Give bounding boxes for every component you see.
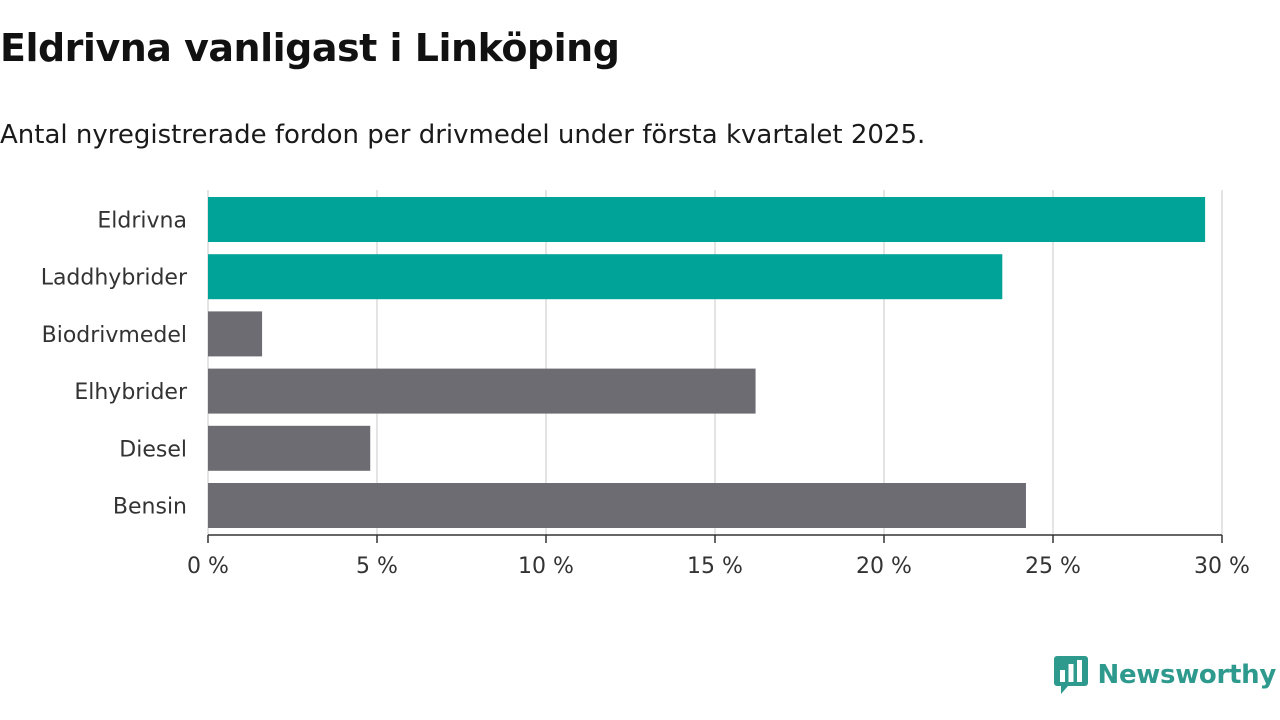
chart-subtitle: Antal nyregistrerade fordon per drivmede… — [0, 120, 926, 150]
x-tick-label: 5 % — [356, 554, 398, 579]
category-label: Biodrivmedel — [42, 323, 187, 348]
category-label: Eldrivna — [97, 209, 187, 234]
brand-name: Newsworthy — [1097, 660, 1277, 690]
x-tick-label: 25 % — [1025, 554, 1081, 579]
category-label: Elhybrider — [74, 380, 188, 405]
bar-elhybrider — [208, 368, 756, 414]
bar-biodrivmedel — [208, 311, 263, 357]
x-tick-label: 20 % — [856, 554, 912, 579]
bar-eldrivna — [208, 197, 1206, 242]
bar-bensin — [208, 483, 1026, 528]
x-tick-label: 15 % — [687, 554, 743, 579]
x-axis: 0 % 5 % 10 % 15 % 20 % 25 % 30 % — [187, 534, 1250, 579]
bars — [208, 197, 1206, 528]
newsworthy-logo: Newsworthy — [1053, 656, 1277, 694]
chart-title: Eldrivna vanligast i Linköping — [0, 26, 620, 70]
grid-lines — [207, 190, 1223, 535]
x-tick-label: 0 % — [187, 554, 229, 579]
bar-laddhybrider — [208, 254, 1003, 300]
category-label: Bensin — [113, 495, 187, 520]
bar-chart-speech-bubble-icon — [1053, 656, 1088, 694]
x-tick-label: 30 % — [1194, 554, 1250, 579]
category-label: Laddhybrider — [41, 266, 188, 291]
bar-diesel — [208, 425, 371, 471]
category-labels: Eldrivna Laddhybrider Biodrivmedel Elhybrid… — [41, 209, 188, 520]
x-tick-label: 10 % — [518, 554, 574, 579]
category-label: Diesel — [119, 437, 187, 462]
